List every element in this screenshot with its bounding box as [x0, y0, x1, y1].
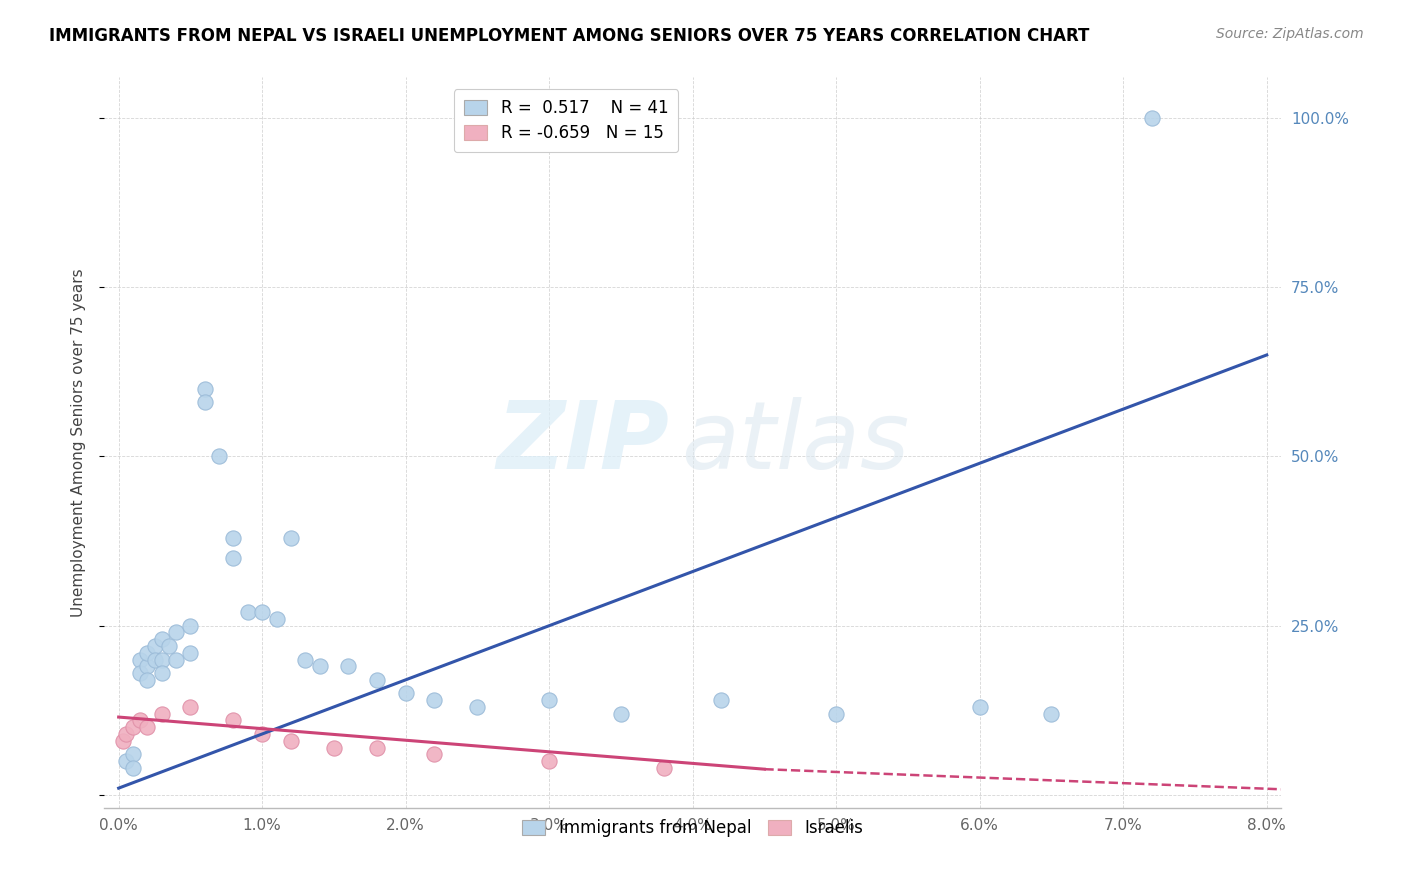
Point [1140, 111, 1163, 125]
Point [538, 693, 561, 707]
Point [194, 382, 217, 396]
Point [710, 693, 733, 707]
Point [150, 666, 173, 681]
Point [114, 754, 136, 768]
Point [610, 706, 633, 721]
Text: atlas: atlas [681, 398, 910, 489]
Point [111, 733, 134, 747]
Point [129, 666, 152, 681]
Point [266, 612, 288, 626]
Point [366, 740, 388, 755]
Point [366, 673, 388, 687]
Point [129, 714, 152, 728]
Point [150, 632, 173, 647]
Point [222, 714, 245, 728]
Point [143, 652, 166, 666]
Legend: Immigrants from Nepal, Israelis: Immigrants from Nepal, Israelis [516, 813, 870, 844]
Point [194, 395, 217, 409]
Point [652, 761, 675, 775]
Point [236, 605, 259, 619]
Point [294, 652, 316, 666]
Point [179, 700, 201, 714]
Point [122, 761, 145, 775]
Point [150, 706, 173, 721]
Point [222, 551, 245, 566]
Point [122, 720, 145, 734]
Point [179, 646, 201, 660]
Point [208, 450, 231, 464]
Point [280, 733, 302, 747]
Point [467, 700, 489, 714]
Point [395, 686, 418, 700]
Point [250, 605, 273, 619]
Point [337, 659, 360, 673]
Text: Source: ZipAtlas.com: Source: ZipAtlas.com [1216, 27, 1364, 41]
Point [143, 639, 166, 653]
Point [250, 727, 273, 741]
Point [136, 646, 159, 660]
Point [423, 693, 446, 707]
Point [308, 659, 330, 673]
Text: IMMIGRANTS FROM NEPAL VS ISRAELI UNEMPLOYMENT AMONG SENIORS OVER 75 YEARS CORREL: IMMIGRANTS FROM NEPAL VS ISRAELI UNEMPLO… [49, 27, 1090, 45]
Point [825, 706, 848, 721]
Point [129, 652, 152, 666]
Point [1040, 706, 1063, 721]
Point [136, 673, 159, 687]
Point [122, 747, 145, 762]
Point [114, 727, 136, 741]
Point [538, 754, 561, 768]
Point [136, 659, 159, 673]
Point [157, 639, 180, 653]
Point [179, 618, 201, 632]
Y-axis label: Unemployment Among Seniors over 75 years: Unemployment Among Seniors over 75 years [72, 268, 86, 617]
Point [423, 747, 446, 762]
Point [150, 652, 173, 666]
Point [136, 720, 159, 734]
Point [222, 531, 245, 545]
Text: ZIP: ZIP [496, 397, 669, 489]
Point [969, 700, 991, 714]
Point [322, 740, 344, 755]
Point [165, 652, 187, 666]
Point [165, 625, 187, 640]
Point [280, 531, 302, 545]
